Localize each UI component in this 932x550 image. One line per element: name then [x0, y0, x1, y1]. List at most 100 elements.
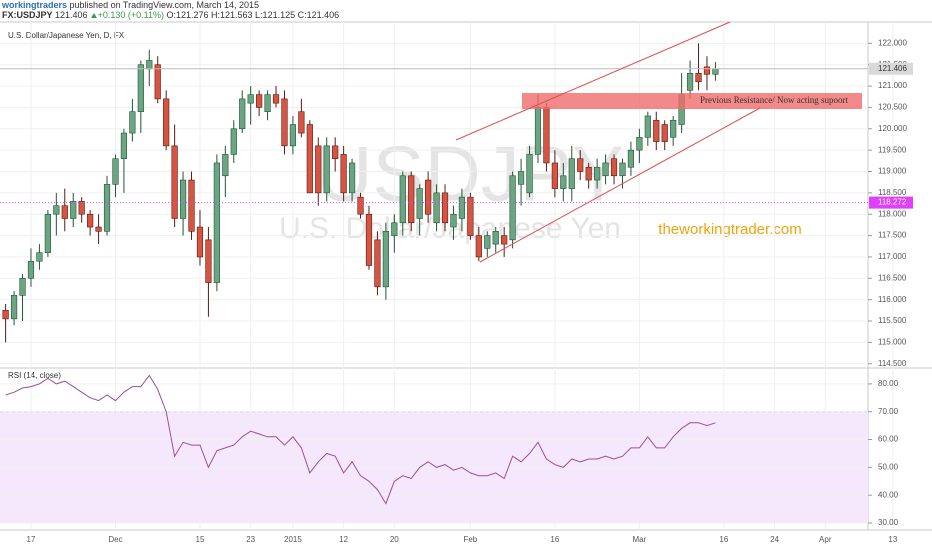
candle-body	[103, 184, 111, 232]
last-price-label: 121.406	[878, 64, 907, 73]
candle-body	[517, 171, 525, 185]
y-tick-label: 114.500	[878, 359, 907, 368]
candle-body	[61, 205, 68, 219]
x-tick-label: 23	[246, 535, 255, 544]
candle-body	[154, 64, 161, 100]
user-link[interactable]: workingtraders	[2, 0, 68, 10]
y-tick-label: 70.00	[878, 407, 899, 416]
y-tick-label: 115.000	[878, 337, 907, 346]
y-tick-label: 118.000	[878, 209, 907, 218]
zone-label: Previous Resistance/ Now acting supoort	[700, 95, 848, 105]
y-tick-label: 50.00	[878, 462, 899, 471]
x-tick-label: 2015	[284, 535, 302, 544]
candle-body	[230, 128, 237, 155]
candle-body	[450, 213, 457, 228]
x-tick-label: 13	[888, 535, 897, 544]
candle-body	[348, 162, 356, 194]
candle-body	[272, 94, 280, 104]
candle-body	[70, 201, 77, 219]
candle-body	[458, 196, 466, 219]
candle-body	[610, 158, 618, 177]
y-tick-label: 118.500	[878, 188, 907, 197]
candle-body	[36, 252, 43, 262]
y-tick-label: 119.000	[878, 167, 907, 176]
candle-body	[146, 60, 153, 70]
candle-body	[425, 179, 432, 215]
y-tick-label: 120.500	[878, 103, 907, 112]
rsi-line	[5, 374, 716, 505]
candle-body	[382, 231, 389, 288]
candle-body	[695, 72, 702, 83]
price: 121.406	[55, 10, 88, 20]
candle-body	[129, 111, 136, 134]
candle-body	[120, 132, 128, 159]
channel-lower	[479, 107, 761, 263]
candle-body	[213, 162, 220, 283]
y-tick-label: 122.000	[878, 38, 907, 47]
candle-body	[188, 179, 195, 232]
y-tick-label: 120.000	[878, 124, 907, 133]
chart-title: U.S. Dollar/Japanese Yen, D, FX	[8, 31, 125, 40]
x-tick-label: 15	[196, 535, 205, 544]
y-tick-label: 60.00	[878, 435, 899, 444]
change: +0.130 (+0.11%)	[97, 10, 164, 20]
candle-body	[475, 235, 482, 258]
candle-body	[534, 107, 542, 155]
channel-upper	[455, 21, 731, 141]
y-tick-label: 116.000	[878, 295, 907, 304]
published: published on TradingView.com, March 14, …	[69, 0, 259, 10]
candle-body	[391, 222, 398, 236]
x-tick-label: Apr	[819, 535, 832, 544]
candle-body	[306, 124, 313, 194]
candle-body	[577, 158, 584, 172]
candle-body	[399, 175, 406, 224]
candle-body	[492, 231, 499, 245]
symbol: FX:USDJPY	[2, 10, 53, 20]
y-tick-label: 119.500	[878, 145, 907, 154]
x-tick-label: 17	[27, 535, 36, 544]
candle-body	[264, 94, 271, 113]
brand: theworkingtrader.com	[658, 221, 801, 238]
candle-body	[222, 154, 229, 177]
candle-body	[137, 64, 144, 113]
candle-body	[2, 310, 9, 320]
candle-body	[653, 119, 660, 142]
x-tick-label: Mar	[632, 535, 646, 544]
up-arrow	[90, 13, 97, 18]
watermark-name: U.S. Dollar/Japanese Yen	[279, 212, 621, 245]
candle-body	[484, 235, 491, 249]
y-tick-label: 30.00	[878, 518, 899, 527]
y-tick-label: 115.500	[878, 316, 907, 325]
candle-body	[627, 149, 635, 168]
x-tick-label: 24	[770, 535, 779, 544]
candle-body	[501, 235, 508, 245]
last-price-box	[869, 62, 913, 75]
rsi-title: RSI (14, close)	[8, 371, 61, 380]
header-line: FX:USDJPY 121.406 +0.130 (+0.11%) O:121.2…	[2, 10, 339, 20]
header: workingtraders published on TradingView.…	[2, 0, 339, 20]
candle-body	[560, 175, 567, 189]
candle-body	[78, 201, 85, 215]
candle-body	[670, 119, 677, 138]
x-tick-label: Dec	[108, 535, 122, 544]
candle-body	[10, 295, 18, 320]
candle-body	[196, 226, 204, 258]
candle-body	[602, 162, 609, 177]
candle-body	[644, 115, 651, 138]
candle-body	[27, 260, 35, 279]
candle-body	[712, 68, 719, 75]
candle-body	[171, 145, 178, 219]
candle-body	[281, 98, 288, 147]
candle-body	[374, 239, 381, 288]
candle-body	[112, 158, 119, 185]
x-tick-label: 16	[550, 535, 559, 544]
candle-body	[408, 175, 415, 224]
candle-body	[661, 124, 668, 142]
candle-body	[205, 239, 212, 283]
candle-body	[53, 205, 60, 215]
price-line-box	[869, 196, 913, 209]
y-tick-label: 116.500	[878, 273, 907, 282]
header-line: workingtraders published on TradingView.…	[2, 0, 339, 10]
candle-body	[323, 145, 330, 194]
